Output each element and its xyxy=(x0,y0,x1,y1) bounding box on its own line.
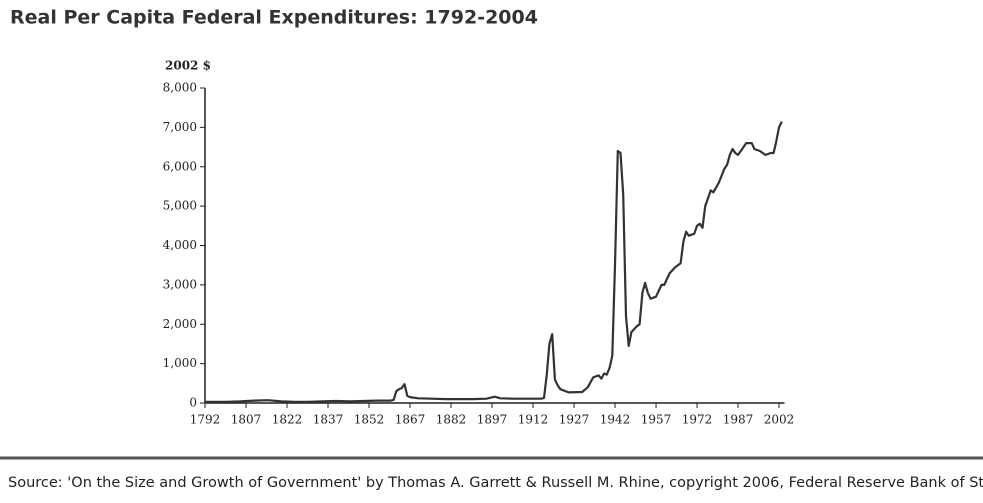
x-tick-label: 1837 xyxy=(313,413,344,427)
x-tick-label: 1987 xyxy=(723,413,754,427)
x-tick-label: 2002 xyxy=(764,413,795,427)
chart-title: Real Per Capita Federal Expenditures: 17… xyxy=(10,7,538,29)
source: Source: 'On the Size and Growth of Gover… xyxy=(8,475,983,491)
x-tick-label: 1957 xyxy=(641,413,672,427)
x-tick-label: 1927 xyxy=(559,413,590,427)
y-tick-label: 0 xyxy=(189,396,197,410)
y-tick-label: 1,000 xyxy=(163,356,197,370)
y-tick-label: 4,000 xyxy=(163,238,197,252)
x-tick-label: 1897 xyxy=(477,413,508,427)
y-tick-label: 8,000 xyxy=(163,81,197,95)
x-tick-label: 1972 xyxy=(682,413,713,427)
x-tick-label: 1822 xyxy=(272,413,303,427)
x-tick-label: 1867 xyxy=(395,413,426,427)
y-axis-label: 2002 $ xyxy=(165,59,211,73)
y-tick-label: 5,000 xyxy=(163,199,197,213)
y-tick-label: 7,000 xyxy=(163,120,197,134)
x-tick-label: 1852 xyxy=(354,413,385,427)
y-tick-label: 3,000 xyxy=(163,277,197,291)
x-tick-label: 1942 xyxy=(600,413,631,427)
x-tick-label: 1807 xyxy=(231,413,262,427)
data-line xyxy=(205,121,783,403)
x-tick-label: 1792 xyxy=(190,413,221,427)
x-tick-label: 1912 xyxy=(518,413,549,427)
y-tick-label: 2,000 xyxy=(163,317,197,331)
y-tick-label: 6,000 xyxy=(163,159,197,173)
x-tick-label: 1882 xyxy=(436,413,467,427)
